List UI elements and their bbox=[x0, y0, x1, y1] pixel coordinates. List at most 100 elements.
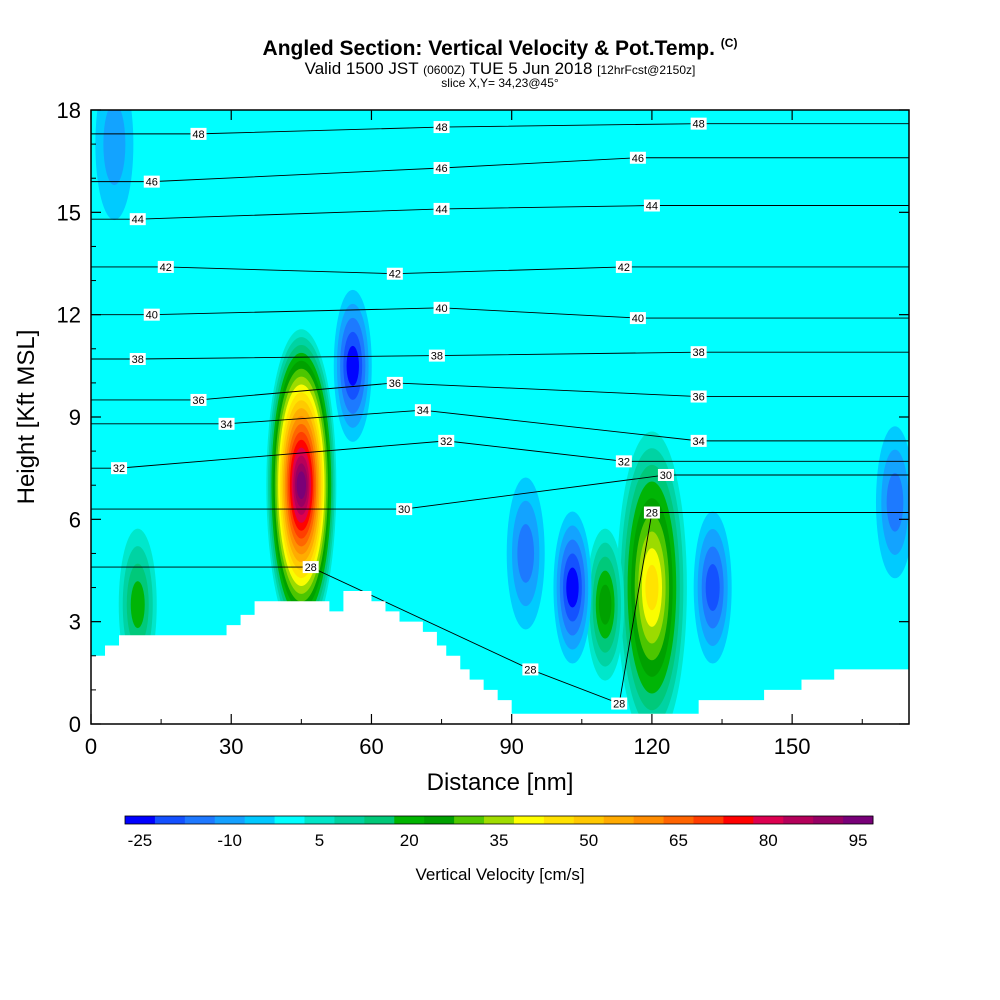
contour-label-text: 44 bbox=[132, 214, 144, 226]
contour-label-text: 28 bbox=[613, 699, 625, 711]
colorbar-frame bbox=[124, 815, 874, 825]
contour-label-bg bbox=[129, 213, 146, 226]
contour-label-text: 46 bbox=[435, 163, 447, 175]
contour-label-bg bbox=[611, 697, 628, 710]
contour-label-15: 38 bbox=[129, 353, 146, 366]
contour-label-bg bbox=[129, 353, 146, 366]
chart-subtitle: Valid 1500 JST (0600Z) TUE 5 Jun 2018 [1… bbox=[0, 59, 1000, 79]
contour-label-bg bbox=[190, 393, 207, 406]
colorbar-tick--10: -10 bbox=[217, 831, 242, 850]
colorbar-swatch-0 bbox=[274, 816, 306, 824]
colorbar-tick-65: 65 bbox=[669, 831, 688, 850]
contour-label-20: 36 bbox=[690, 390, 707, 404]
contour-label-bg bbox=[615, 260, 632, 273]
contour-label-text: 38 bbox=[132, 354, 144, 366]
colorbar-swatch--5 bbox=[244, 816, 276, 824]
contour-label-bg bbox=[433, 202, 450, 215]
contour-label-bg bbox=[428, 349, 445, 362]
contour-label-text: 44 bbox=[435, 204, 447, 216]
contour-label-5: 46 bbox=[629, 151, 646, 165]
contour-label-text: 30 bbox=[660, 470, 672, 482]
contour-label-bg bbox=[629, 151, 646, 164]
contour-label-text: 44 bbox=[646, 201, 658, 213]
contour-label-text: 48 bbox=[192, 129, 204, 141]
velocity-feature-2-level-5 bbox=[598, 584, 612, 625]
velocity-feature-7-level-3 bbox=[886, 472, 904, 532]
contour-label-13: 40 bbox=[433, 301, 450, 315]
contour-label-6: 44 bbox=[129, 213, 146, 226]
contour-label-bg bbox=[433, 161, 450, 174]
slice-info: slice X,Y= 34,23@45° bbox=[441, 76, 559, 90]
colorbar-swatch-65 bbox=[663, 816, 694, 824]
contour-label-bg bbox=[143, 175, 160, 188]
colorbar-swatch-50 bbox=[573, 816, 605, 824]
x-tick-label-90: 90 bbox=[499, 734, 523, 759]
contour-label-25: 32 bbox=[438, 434, 455, 448]
x-tick-label-150: 150 bbox=[774, 734, 811, 759]
contour-label-bg bbox=[157, 260, 174, 273]
colorbar-swatch-45 bbox=[543, 816, 575, 824]
velocity-feature-0-level-19 bbox=[296, 471, 307, 500]
contour-label-7: 44 bbox=[433, 202, 450, 216]
contour-label-text: 42 bbox=[389, 269, 401, 281]
contour-label-text: 42 bbox=[618, 262, 630, 274]
contour-label-text: 36 bbox=[389, 378, 401, 390]
contour-label-3: 46 bbox=[143, 175, 160, 189]
contour-label-bg bbox=[690, 117, 707, 130]
contour-label-1: 48 bbox=[433, 121, 450, 134]
contour-label-24: 32 bbox=[111, 462, 128, 475]
contour-label-9: 42 bbox=[157, 260, 174, 274]
contour-label-30: 28 bbox=[522, 663, 539, 676]
isentrope-28 bbox=[91, 512, 909, 705]
colorbar-swatch-35 bbox=[484, 816, 515, 824]
contour-label-12: 40 bbox=[143, 308, 160, 322]
contour-label-16: 38 bbox=[428, 349, 445, 363]
x-tick-label-0: 0 bbox=[85, 734, 97, 759]
utc-time: (0600Z) bbox=[423, 63, 466, 77]
y-axis-label: Height [Kft MSL] bbox=[13, 330, 40, 505]
colorbar-swatch-55 bbox=[603, 816, 635, 824]
velocity-feature-9-level-4 bbox=[130, 581, 145, 629]
x-tick-label-60: 60 bbox=[359, 734, 383, 759]
contour-label-28: 30 bbox=[657, 468, 674, 482]
contour-label-text: 30 bbox=[398, 504, 410, 516]
colorbar-swatch-75 bbox=[723, 816, 754, 824]
y-tick-label-18: 18 bbox=[57, 98, 81, 123]
contour-label-text: 32 bbox=[440, 436, 452, 448]
y-tick-label-0: 0 bbox=[69, 712, 81, 737]
contour-label-bg bbox=[143, 308, 160, 321]
colorbar-swatch-20 bbox=[394, 816, 425, 824]
contour-label-14: 40 bbox=[629, 312, 646, 325]
contour-label-4: 46 bbox=[433, 161, 450, 175]
forecast-info: [12hrFcst@2150z] bbox=[597, 63, 696, 77]
contour-label-2: 48 bbox=[690, 117, 707, 131]
x-tick-label-120: 120 bbox=[634, 734, 671, 759]
contour-label-27: 30 bbox=[396, 503, 413, 516]
valid-date: TUE 5 Jun 2018 bbox=[469, 59, 593, 78]
colorbar-swatch-80 bbox=[753, 816, 784, 824]
colorbar-swatch-95 bbox=[843, 816, 874, 824]
colorbar: -25 -10 5 20 35 50 65 80 95 bbox=[124, 815, 874, 850]
contour-label-text: 38 bbox=[693, 347, 705, 359]
contour-label-bg bbox=[414, 404, 431, 417]
colorbar-swatch-90 bbox=[813, 816, 844, 824]
contour-label-text: 42 bbox=[160, 262, 172, 274]
contour-label-text: 28 bbox=[524, 664, 536, 676]
contour-label-text: 32 bbox=[113, 463, 125, 475]
contour-label-text: 48 bbox=[435, 122, 447, 134]
contour-label-bg bbox=[643, 506, 660, 519]
colorbar-swatch-30 bbox=[454, 816, 485, 824]
contour-label-bg bbox=[396, 503, 413, 516]
contour-label-text: 34 bbox=[417, 405, 429, 417]
contour-label-8: 44 bbox=[643, 199, 660, 213]
colorbar-swatch--15 bbox=[184, 816, 216, 824]
contour-label-bg bbox=[218, 417, 235, 430]
colorbar-swatch-85 bbox=[783, 816, 814, 824]
contour-label-text: 28 bbox=[305, 562, 317, 574]
colorbar-swatch-15 bbox=[364, 816, 395, 824]
contour-label-bg bbox=[690, 346, 707, 359]
velocity-feature-8-level-2 bbox=[103, 110, 126, 186]
velocity-feature-4-level-5 bbox=[346, 345, 359, 386]
contour-label-bg bbox=[302, 561, 319, 574]
